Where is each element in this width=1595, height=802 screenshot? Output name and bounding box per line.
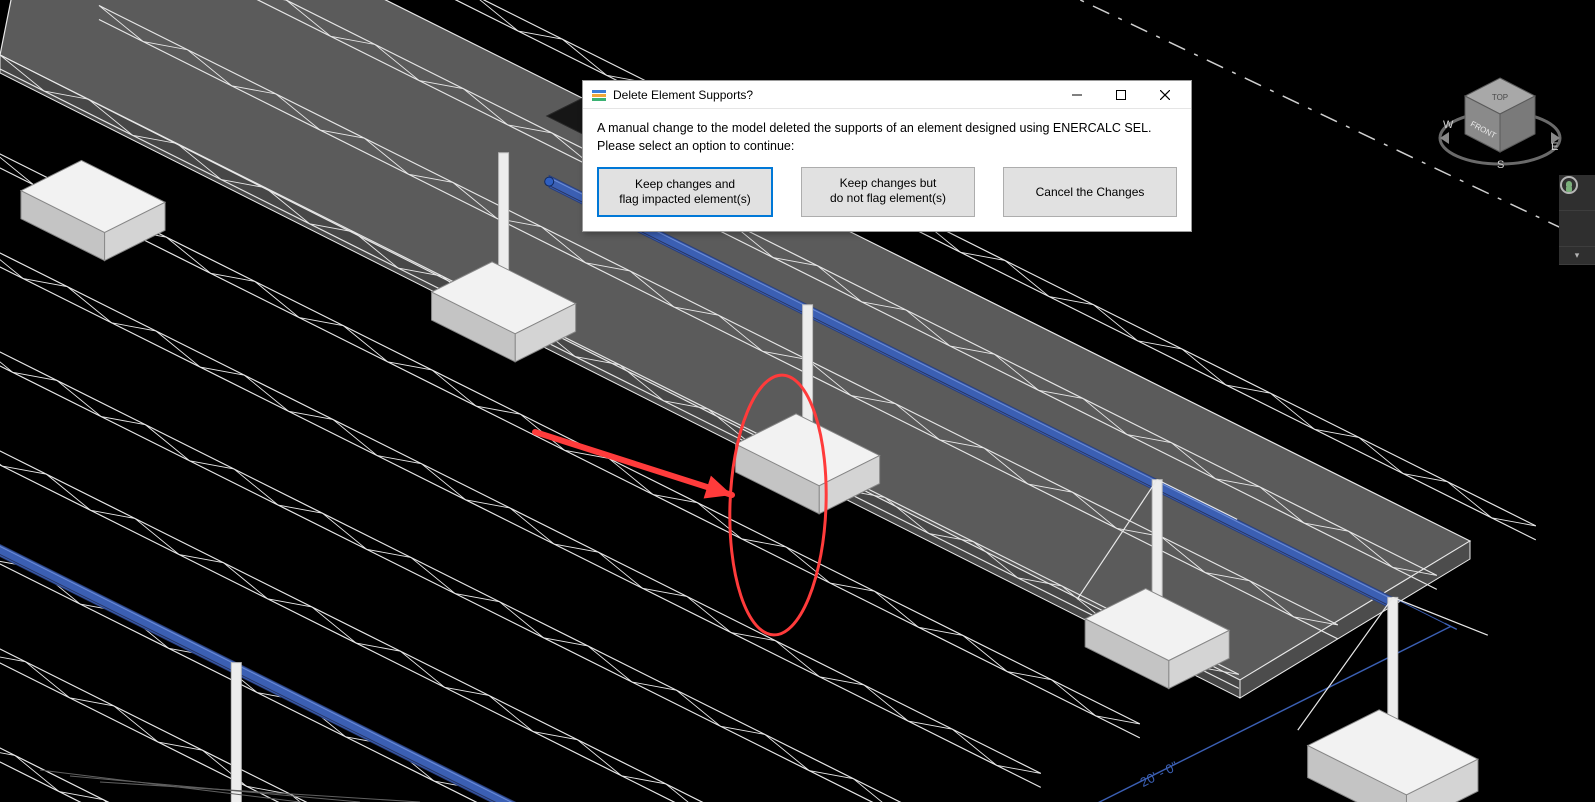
dialog-message-1: A manual change to the model deleted the… <box>597 119 1177 137</box>
app-icon <box>591 87 607 103</box>
dialog-titlebar[interactable]: Delete Element Supports? <box>583 81 1191 109</box>
view-cube[interactable]: TOP FRONT W E S <box>1435 60 1565 190</box>
delete-supports-dialog: Delete Element Supports? A manual change… <box>582 80 1192 232</box>
maximize-button[interactable] <box>1099 82 1143 108</box>
keep-no-flag-button[interactable]: Keep changes but do not flag element(s) <box>801 167 975 217</box>
cancel-changes-button[interactable]: Cancel the Changes <box>1003 167 1177 217</box>
viewcube-w-label: W <box>1443 119 1454 131</box>
close-button[interactable] <box>1143 82 1187 108</box>
viewcube-top-label: TOP <box>1492 93 1508 102</box>
dialog-title: Delete Element Supports? <box>613 88 753 102</box>
pan-tool[interactable] <box>1559 211 1595 247</box>
dialog-message-2: Please select an option to continue: <box>597 137 1177 155</box>
navigation-bar: ▾ <box>1559 175 1595 265</box>
viewcube-s-label: S <box>1497 159 1504 171</box>
navbar-expand[interactable]: ▾ <box>1559 247 1595 265</box>
minimize-button[interactable] <box>1055 82 1099 108</box>
keep-and-flag-button[interactable]: Keep changes and flag impacted element(s… <box>597 167 773 217</box>
